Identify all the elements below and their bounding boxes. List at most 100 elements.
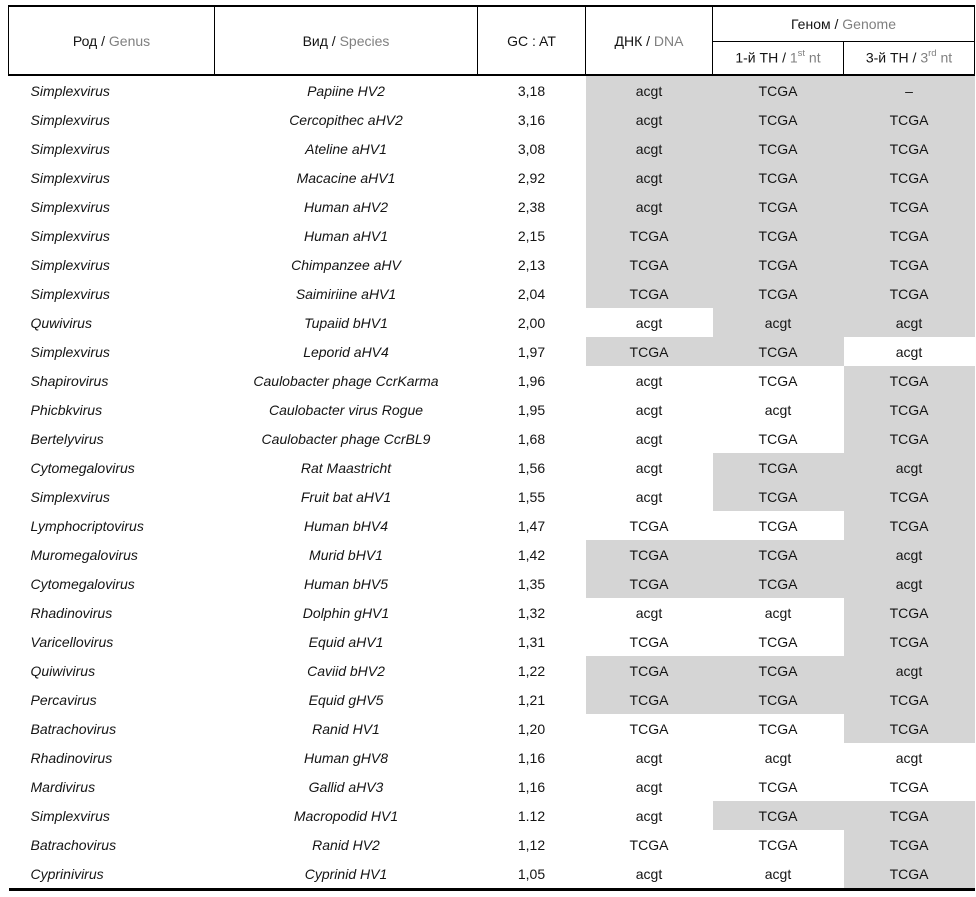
table-row: Cyprinivirus Cyprinid HV1 1,05 acgt acgt… — [9, 859, 975, 890]
nt1-cell: acgt — [764, 865, 792, 882]
nt3-cell: TCGA — [843, 511, 975, 540]
table-row: Batrachovirus Ranid HV2 1,12 TCGA TCGA T… — [9, 830, 975, 859]
nt3-cell: TCGA — [843, 598, 975, 627]
dna-cell: TCGA — [585, 337, 713, 366]
dna-cell: TCGA — [585, 279, 713, 308]
nt3-cell: TCGA — [843, 395, 975, 424]
nt1-cell: TCGA — [758, 836, 798, 853]
nt3-cell: acgt — [843, 540, 975, 569]
genus-cell: Simplexvirus — [30, 285, 110, 302]
nt1-cell: TCGA — [758, 430, 798, 447]
nt3-cell: TCGA — [843, 279, 975, 308]
species-cell: Tupaiid bHV1 — [304, 314, 388, 331]
dna-cell: acgt — [635, 604, 663, 621]
table-row: Simplexvirus Fruit bat aHV1 1,55 acgt TC… — [9, 482, 975, 511]
nt1-cell: TCGA — [712, 685, 844, 714]
species-cell: Leporid aHV4 — [303, 343, 389, 360]
header-species: Вид / Species — [214, 5, 478, 76]
dna-cell: acgt — [635, 807, 663, 824]
gc-cell: 3,16 — [517, 111, 546, 128]
nt1-cell: TCGA — [712, 337, 844, 366]
genus-cell: Phicbkvirus — [30, 401, 103, 418]
nt3-cell: TCGA — [889, 778, 929, 795]
genus-cell: Lymphocriptovirus — [30, 517, 144, 534]
header-gc-at: GC : AT — [477, 5, 586, 76]
nt1-cell: TCGA — [758, 720, 798, 737]
nt1-cell: TCGA — [712, 279, 844, 308]
gc-cell: 1,95 — [517, 401, 546, 418]
genus-cell: Batrachovirus — [30, 720, 117, 737]
species-cell: Ranid HV2 — [312, 836, 380, 853]
species-cell: Ateline aHV1 — [305, 140, 387, 157]
gc-cell: 2,04 — [517, 285, 546, 302]
header-genus-ru: Род / — [72, 32, 109, 49]
header-genome-ru: Геном / — [791, 15, 843, 32]
nt3-cell: acgt — [843, 656, 975, 685]
gc-cell: 1,68 — [517, 430, 546, 447]
nt3-cell: TCGA — [843, 424, 975, 453]
nt3-cell: TCGA — [843, 685, 975, 714]
species-cell: Dolphin gHV1 — [302, 604, 390, 621]
table-row: Simplexvirus Ateline aHV1 3,08 acgt TCGA… — [9, 134, 975, 163]
nt1-cell: TCGA — [712, 192, 844, 221]
header-3rd-nt-en: 3 — [920, 50, 929, 67]
dna-cell: acgt — [585, 134, 713, 163]
nt3-cell: TCGA — [843, 163, 975, 192]
nt3-cell: TCGA — [843, 801, 975, 830]
header-species-ru: Вид / — [302, 32, 340, 49]
nt1-cell: TCGA — [758, 517, 798, 534]
header-species-en: Species — [339, 32, 390, 49]
nt3-cell: TCGA — [843, 627, 975, 656]
nt1-cell: TCGA — [712, 250, 844, 279]
virus-genome-table-wrap: Род / Genus Вид / Species GC : AT ДНК / … — [8, 5, 976, 891]
nt1-cell: TCGA — [712, 482, 844, 511]
dna-cell: acgt — [635, 865, 663, 882]
table-row: Simplexvirus Macropodid HV1 1.12 acgt TC… — [9, 801, 975, 830]
nt1-cell: TCGA — [712, 105, 844, 134]
nt1-cell: TCGA — [712, 75, 844, 105]
header-3rd-nt-ru: 3-й ТН / — [865, 50, 921, 67]
species-cell: Saimiriine aHV1 — [295, 285, 397, 302]
species-cell: Caulobacter phage CcrKarma — [253, 372, 439, 389]
dna-cell: TCGA — [629, 720, 669, 737]
header-genus: Род / Genus — [8, 5, 215, 76]
nt1-cell: TCGA — [712, 221, 844, 250]
genus-cell: Bertelyvirus — [30, 430, 104, 447]
genus-cell: Percavirus — [30, 691, 97, 708]
genus-cell: Cytomegalovirus — [30, 575, 135, 592]
nt3-cell: TCGA — [843, 482, 975, 511]
genus-cell: Simplexvirus — [30, 198, 110, 215]
table-header: Род / Genus Вид / Species GC : AT ДНК / … — [8, 5, 976, 76]
genus-cell: Mardivirus — [30, 778, 96, 795]
nt1-cell: TCGA — [712, 453, 844, 482]
header-3rd-nt-sup: rd — [928, 48, 937, 60]
species-cell: Human bHV5 — [303, 575, 389, 592]
dna-cell: TCGA — [585, 569, 713, 598]
species-cell: Fruit bat aHV1 — [300, 488, 392, 505]
species-cell: Rat Maastricht — [300, 459, 392, 476]
species-cell: Macacine aHV1 — [296, 169, 396, 186]
dna-cell: TCGA — [585, 250, 713, 279]
nt3-cell: acgt — [843, 453, 975, 482]
genus-cell: Cytomegalovirus — [30, 459, 135, 476]
header-1st-nt-sup: st — [797, 48, 806, 60]
dna-cell: TCGA — [629, 517, 669, 534]
genus-cell: Batrachovirus — [30, 836, 117, 853]
table-row: Simplexvirus Human aHV1 2,15 TCGA TCGA T… — [9, 221, 975, 250]
gc-cell: 2,15 — [517, 227, 546, 244]
header-genome: Геном / Genome — [711, 5, 976, 42]
table-row: Quwivirus Tupaiid bHV1 2,00 acgt acgt ac… — [9, 308, 975, 337]
dna-cell: acgt — [635, 401, 663, 418]
nt3-cell: acgt — [843, 569, 975, 598]
genus-cell: Simplexvirus — [30, 169, 110, 186]
species-cell: Ranid HV1 — [312, 720, 380, 737]
gc-cell: 1,96 — [517, 372, 546, 389]
table-row: Simplexvirus Macacine aHV1 2,92 acgt TCG… — [9, 163, 975, 192]
dna-cell: acgt — [585, 192, 713, 221]
table-row: Simplexvirus Cercopithec aHV2 3,16 acgt … — [9, 105, 975, 134]
gc-cell: 1,21 — [517, 691, 546, 708]
header-1st-nt-rest: nt — [805, 50, 821, 67]
genus-cell: Muromegalovirus — [30, 546, 138, 563]
species-cell: Papiine HV2 — [307, 82, 385, 99]
species-cell: Caulobacter phage CcrBL9 — [261, 430, 431, 447]
